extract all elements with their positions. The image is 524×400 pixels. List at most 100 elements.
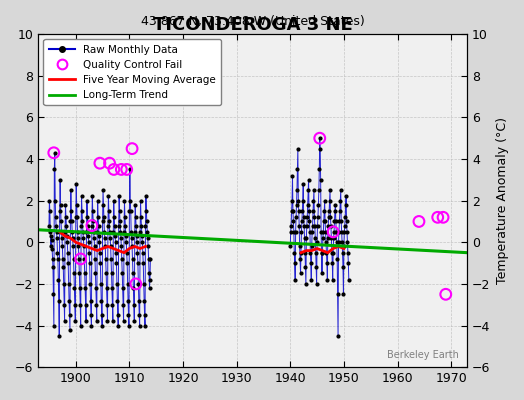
Point bbox=[111, 222, 119, 229]
Point bbox=[68, 218, 76, 225]
Point bbox=[77, 256, 85, 262]
Point bbox=[104, 193, 113, 200]
Point bbox=[297, 229, 305, 235]
Point bbox=[345, 276, 353, 283]
Point bbox=[287, 222, 296, 229]
Point bbox=[125, 322, 133, 329]
Point bbox=[137, 214, 145, 220]
Point bbox=[72, 202, 81, 208]
Point bbox=[55, 333, 63, 339]
Point bbox=[331, 208, 339, 214]
Point bbox=[316, 177, 325, 183]
Point bbox=[96, 281, 105, 287]
Point bbox=[135, 297, 143, 304]
Point bbox=[136, 322, 144, 329]
Point bbox=[110, 198, 118, 204]
Point bbox=[308, 243, 316, 250]
Point bbox=[306, 250, 314, 256]
Point bbox=[75, 270, 83, 277]
Point bbox=[333, 291, 342, 298]
Point bbox=[138, 239, 147, 246]
Point bbox=[310, 187, 318, 194]
Point bbox=[139, 281, 148, 287]
Point bbox=[323, 260, 331, 266]
Point bbox=[59, 256, 67, 262]
Point bbox=[337, 218, 345, 225]
Point bbox=[64, 281, 73, 287]
Point bbox=[87, 322, 95, 329]
Point bbox=[127, 235, 136, 241]
Point bbox=[324, 214, 333, 220]
Point bbox=[309, 222, 317, 229]
Point bbox=[105, 160, 114, 166]
Point bbox=[61, 202, 70, 208]
Point bbox=[289, 218, 298, 225]
Point bbox=[79, 229, 87, 235]
Point bbox=[292, 202, 301, 208]
Point bbox=[329, 276, 337, 283]
Point bbox=[63, 239, 71, 246]
Point bbox=[89, 208, 97, 214]
Point bbox=[48, 245, 56, 252]
Point bbox=[329, 250, 337, 256]
Point bbox=[130, 229, 139, 235]
Point bbox=[53, 256, 62, 262]
Point bbox=[300, 214, 308, 220]
Point bbox=[327, 235, 335, 241]
Point bbox=[53, 235, 61, 241]
Point bbox=[334, 239, 343, 246]
Point bbox=[54, 276, 62, 283]
Point bbox=[294, 208, 303, 214]
Point bbox=[99, 218, 107, 225]
Point bbox=[140, 297, 148, 304]
Point bbox=[304, 187, 312, 194]
Point bbox=[77, 222, 85, 229]
Point bbox=[144, 243, 152, 250]
Point bbox=[292, 214, 300, 220]
Point bbox=[290, 229, 298, 235]
Point bbox=[291, 229, 300, 235]
Point bbox=[124, 297, 132, 304]
Point bbox=[51, 198, 59, 204]
Point bbox=[120, 229, 128, 235]
Point bbox=[45, 222, 53, 229]
Point bbox=[342, 202, 350, 208]
Point bbox=[115, 208, 124, 214]
Point bbox=[57, 218, 65, 225]
Point bbox=[310, 214, 319, 220]
Point bbox=[340, 229, 348, 235]
Point bbox=[70, 285, 79, 291]
Point bbox=[135, 312, 144, 318]
Point bbox=[83, 198, 91, 204]
Point bbox=[143, 218, 151, 225]
Point bbox=[52, 229, 61, 235]
Point bbox=[322, 239, 330, 246]
Point bbox=[313, 222, 322, 229]
Point bbox=[341, 222, 349, 229]
Point bbox=[129, 302, 138, 308]
Point bbox=[113, 297, 122, 304]
Point bbox=[302, 235, 311, 241]
Point bbox=[145, 270, 153, 277]
Point bbox=[102, 256, 110, 262]
Point bbox=[339, 250, 347, 256]
Point bbox=[143, 229, 151, 235]
Point bbox=[312, 264, 320, 270]
Point bbox=[312, 281, 321, 287]
Point bbox=[93, 198, 102, 204]
Point bbox=[66, 312, 74, 318]
Point bbox=[330, 229, 338, 235]
Point bbox=[336, 187, 345, 194]
Point bbox=[121, 198, 129, 204]
Point bbox=[294, 198, 302, 204]
Point bbox=[330, 218, 339, 225]
Point bbox=[97, 297, 105, 304]
Point bbox=[132, 281, 140, 287]
Point bbox=[309, 208, 317, 214]
Point bbox=[118, 270, 126, 277]
Point bbox=[131, 202, 139, 208]
Point bbox=[84, 222, 92, 229]
Point bbox=[298, 208, 307, 214]
Point bbox=[300, 235, 309, 241]
Point bbox=[104, 222, 112, 229]
